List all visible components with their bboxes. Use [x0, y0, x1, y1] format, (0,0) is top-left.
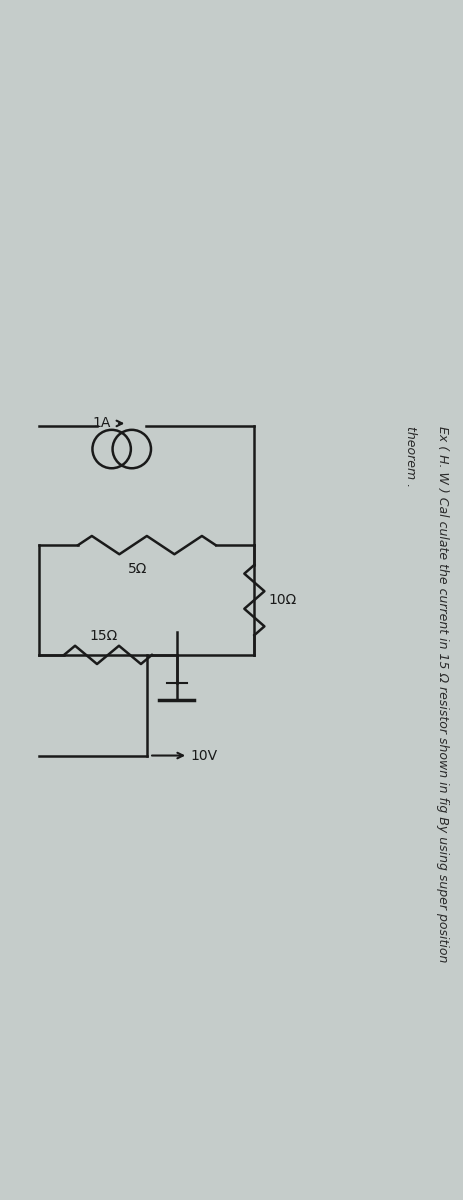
Text: 1A: 1A — [92, 415, 111, 430]
Text: 10V: 10V — [190, 749, 218, 762]
Text: theorem .: theorem . — [404, 426, 417, 487]
Text: 10Ω: 10Ω — [268, 593, 296, 607]
Text: 15Ω: 15Ω — [89, 630, 118, 643]
Text: Ex ( H. W ) Cal culate the current in 15 Ω resistor shown in fig By using super : Ex ( H. W ) Cal culate the current in 15… — [436, 426, 449, 962]
Text: 5Ω: 5Ω — [128, 563, 147, 576]
